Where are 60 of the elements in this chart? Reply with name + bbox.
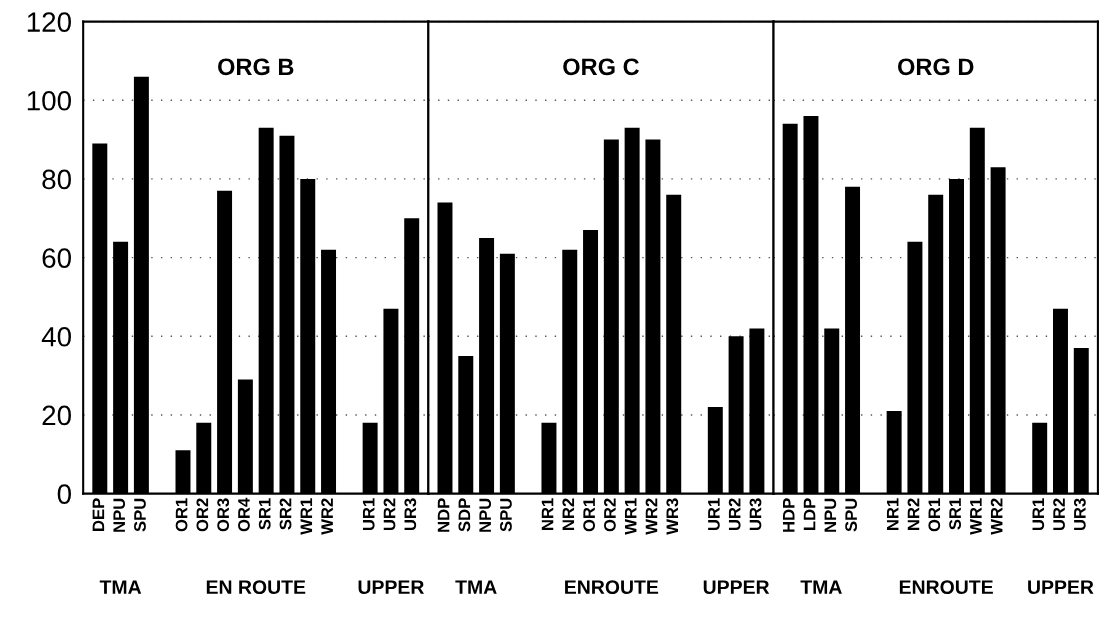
y-tick-label: 120 <box>27 12 71 32</box>
x-tick-label: SR2 <box>279 498 292 530</box>
text: TMA <box>99 580 142 594</box>
y-tick-label: 100 <box>27 90 71 111</box>
x-tick-label: SPU <box>845 498 858 532</box>
x-tick-label: NR1 <box>541 498 554 530</box>
x-tick-label: UR2 <box>383 498 396 531</box>
text: EN ROUTE <box>206 580 306 594</box>
x-tick-label: WR1 <box>624 498 637 535</box>
x-tick-label: SPU <box>500 498 512 532</box>
x-tick-label: NPU <box>824 498 837 532</box>
x-tick-label: NR2 <box>562 498 575 530</box>
x-tick-label: WR2 <box>321 498 333 535</box>
x-tick-label: SR1 <box>258 498 271 530</box>
text: ORG C <box>563 58 639 76</box>
x-tick-label: NPU <box>113 498 126 532</box>
x-tick-label: OR3 <box>217 498 230 532</box>
x-tick-label: UR3 <box>749 498 762 531</box>
x-tick-label: OR2 <box>196 498 209 532</box>
y-tick-label: 20 <box>42 405 71 426</box>
text: ORG B <box>218 58 294 76</box>
x-tick-label: UR3 <box>404 498 417 531</box>
x-tick-label: SDP <box>458 498 471 532</box>
x-tick-label: OR2 <box>604 498 616 532</box>
y-tick-label: 80 <box>42 169 71 190</box>
x-tick-label: SPU <box>134 498 146 532</box>
text: ENROUTE <box>565 580 659 594</box>
x-tick-label: UR3 <box>1073 498 1086 531</box>
x-tick-label: OR4 <box>238 497 250 532</box>
text: UPPER <box>358 580 425 594</box>
text: TMA <box>455 580 497 594</box>
x-tick-label: NPU <box>479 498 492 532</box>
x-tick-label: SR1 <box>949 498 961 530</box>
x-tick-label: WR1 <box>300 498 313 535</box>
x-tick-label: WR1 <box>970 498 982 535</box>
x-tick-label: HDP <box>783 498 795 532</box>
text: TMA <box>800 580 842 594</box>
x-tick-label: UR1 <box>362 498 375 531</box>
text: ORG D <box>897 58 974 76</box>
x-tick-label: WR2 <box>645 498 658 535</box>
x-tick-label: OR1 <box>583 498 596 532</box>
x-tick-label: UR2 <box>1053 498 1065 531</box>
y-tick-label: 40 <box>41 326 71 347</box>
x-tick-label: UR2 <box>728 498 741 531</box>
x-tick-label: WR2 <box>990 498 1003 535</box>
x-tick-label: WR3 <box>666 498 679 535</box>
text: UPPER <box>1028 580 1094 594</box>
x-tick-label: OR1 <box>928 498 941 532</box>
x-tick-label: DEP <box>92 498 105 531</box>
text: UPPER <box>703 580 770 594</box>
x-tick-label: NR2 <box>907 498 920 530</box>
y-tick-label: 0 <box>57 484 71 504</box>
x-tick-label: OR1 <box>175 498 188 532</box>
x-tick-label: NR1 <box>886 498 899 530</box>
x-tick-label: UR1 <box>708 498 720 531</box>
x-tick-label: UR1 <box>1032 498 1045 531</box>
y-tick-label: 60 <box>42 248 71 268</box>
text: ENROUTE <box>899 580 993 594</box>
x-tick-label: LDP <box>803 498 816 530</box>
x-tick-label: NDP <box>437 498 450 532</box>
